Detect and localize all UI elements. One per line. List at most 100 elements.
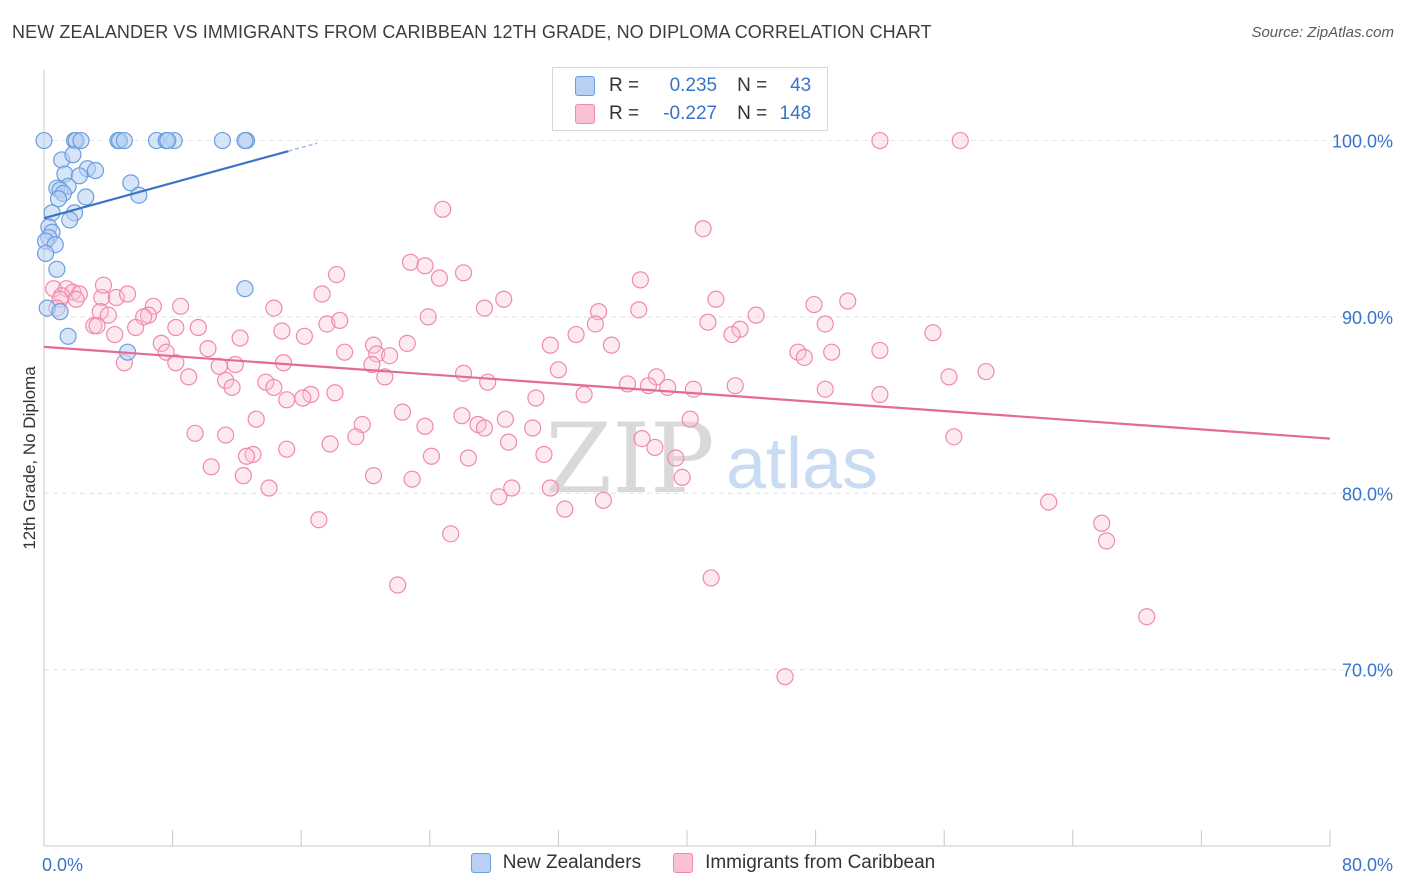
legend-n-label: N =	[737, 103, 768, 124]
point-immigrants-from-caribbean	[199, 340, 217, 358]
point-immigrants-from-caribbean	[223, 378, 241, 397]
y-tick-label: 70.0%	[1342, 661, 1393, 681]
point-immigrants-from-caribbean	[326, 384, 344, 402]
point-immigrants-from-caribbean	[496, 410, 514, 428]
point-new-zealanders	[115, 131, 133, 150]
y-tick-label: 90.0%	[1342, 308, 1393, 328]
axes	[43, 70, 1331, 847]
point-immigrants-from-caribbean	[567, 325, 585, 344]
trend-line-extension	[288, 142, 318, 152]
point-immigrants-from-caribbean	[381, 347, 399, 365]
legend-label: New Zealanders	[502, 852, 642, 873]
watermark-atlas: atlas	[726, 424, 878, 504]
point-immigrants-from-caribbean	[707, 290, 725, 308]
point-immigrants-from-caribbean	[924, 324, 942, 342]
point-immigrants-from-caribbean	[549, 361, 568, 379]
point-immigrants-from-caribbean	[747, 306, 765, 324]
point-immigrants-from-caribbean	[376, 368, 394, 386]
point-immigrants-from-caribbean	[871, 341, 889, 360]
point-immigrants-from-caribbean	[871, 385, 889, 404]
point-immigrants-from-caribbean	[226, 355, 244, 374]
point-new-zealanders	[213, 131, 232, 150]
point-immigrants-from-caribbean	[331, 311, 349, 330]
point-immigrants-from-caribbean	[94, 276, 113, 294]
point-immigrants-from-caribbean	[265, 378, 283, 397]
point-immigrants-from-caribbean	[453, 407, 471, 425]
point-immigrants-from-caribbean	[795, 348, 813, 367]
point-immigrants-from-caribbean	[495, 290, 513, 308]
point-immigrants-from-caribbean	[454, 264, 473, 282]
legend-swatch-blue	[470, 853, 491, 873]
point-immigrants-from-caribbean	[631, 271, 649, 289]
point-immigrants-from-caribbean	[475, 299, 494, 317]
legend-n-label: N =	[737, 75, 768, 96]
point-new-zealanders	[37, 244, 55, 263]
tick-labels: 70.0% 80.0% 90.0% 100.0% 0.0% 80.0%	[42, 132, 1393, 875]
point-new-zealanders	[236, 280, 254, 298]
point-immigrants-from-caribbean	[633, 430, 651, 448]
source-label: Source: ZipAtlas.com	[1251, 24, 1394, 41]
point-immigrants-from-caribbean	[659, 378, 677, 397]
point-immigrants-from-caribbean	[479, 373, 497, 391]
point-new-zealanders	[72, 131, 90, 150]
point-immigrants-from-caribbean	[231, 329, 249, 347]
point-immigrants-from-caribbean	[459, 449, 477, 467]
point-immigrants-from-caribbean	[313, 285, 331, 303]
point-new-zealanders	[236, 131, 254, 150]
point-immigrants-from-caribbean	[416, 417, 434, 435]
point-immigrants-from-caribbean	[454, 364, 473, 382]
point-immigrants-from-caribbean	[430, 269, 449, 287]
point-immigrants-from-caribbean	[294, 389, 312, 407]
point-immigrants-from-caribbean	[945, 428, 963, 446]
point-immigrants-from-caribbean	[368, 345, 386, 363]
point-immigrants-from-caribbean	[823, 343, 841, 361]
point-immigrants-from-caribbean	[321, 435, 339, 453]
point-immigrants-from-caribbean	[977, 362, 995, 381]
x-tick-label: 80.0%	[1342, 855, 1393, 875]
legend-label: Immigrants from Caribbean	[705, 852, 936, 873]
point-immigrants-from-caribbean	[694, 220, 712, 238]
point-immigrants-from-caribbean	[403, 470, 421, 488]
point-immigrants-from-caribbean	[180, 368, 198, 386]
point-immigrants-from-caribbean	[99, 306, 117, 324]
point-immigrants-from-caribbean	[93, 288, 111, 307]
point-immigrants-from-caribbean	[586, 315, 604, 333]
point-immigrants-from-caribbean	[217, 426, 235, 444]
point-immigrants-from-caribbean	[673, 468, 691, 486]
point-immigrants-from-caribbean	[152, 334, 170, 352]
point-immigrants-from-caribbean	[434, 200, 452, 218]
legend-swatch-blue	[575, 76, 595, 96]
point-immigrants-from-caribbean	[244, 445, 262, 464]
y-tick-label: 80.0%	[1342, 484, 1393, 504]
point-immigrants-from-caribbean	[816, 380, 834, 398]
point-immigrants-from-caribbean	[202, 458, 220, 476]
point-immigrants-from-caribbean	[1138, 608, 1156, 626]
point-immigrants-from-caribbean	[1040, 493, 1058, 511]
point-immigrants-from-caribbean	[646, 438, 664, 457]
point-immigrants-from-caribbean	[234, 467, 252, 485]
legend-item-new-zealanders: New Zealanders	[470, 852, 642, 874]
point-immigrants-from-caribbean	[541, 479, 559, 497]
point-immigrants-from-caribbean	[503, 479, 521, 497]
x-tick-label: 0.0%	[42, 855, 83, 875]
point-immigrants-from-caribbean	[602, 336, 621, 354]
series-new-zealanders	[35, 131, 256, 361]
point-immigrants-from-caribbean	[217, 371, 235, 389]
trend-line-new-zealanders	[43, 150, 289, 220]
point-immigrants-from-caribbean	[106, 325, 124, 344]
point-new-zealanders	[48, 260, 66, 278]
point-immigrants-from-caribbean	[172, 297, 190, 315]
legend-r-value: 0.235	[669, 75, 718, 96]
point-new-zealanders	[77, 188, 95, 206]
correlation-legend: R = 0.235 N = 43 R = -0.227 N = 148	[552, 67, 828, 131]
legend-n-value: 148	[779, 103, 812, 124]
trend-line-immigrants-from-caribbean	[43, 345, 1331, 440]
legend-n-value: 43	[790, 75, 812, 96]
point-immigrants-from-caribbean	[88, 317, 106, 335]
legend-row-immigrants-from-caribbean: R = -0.227 N = 148	[575, 100, 811, 128]
point-immigrants-from-caribbean	[422, 447, 441, 465]
point-immigrants-from-caribbean	[442, 525, 460, 543]
point-immigrants-from-caribbean	[723, 325, 741, 344]
y-axis-label: 12th Grade, No Diploma	[20, 366, 39, 550]
point-immigrants-from-caribbean	[401, 253, 420, 271]
